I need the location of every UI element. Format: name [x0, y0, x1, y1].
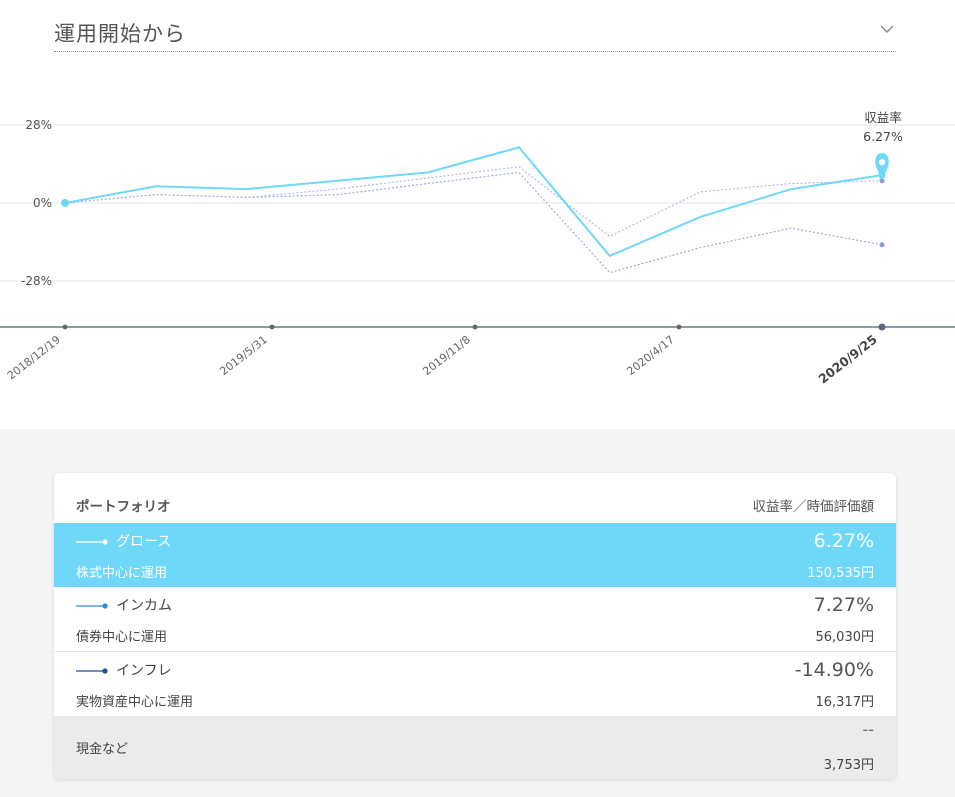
portfolio-name: インフレ — [116, 663, 172, 679]
series-line-income — [64, 166, 883, 238]
y-tick-label: 0% — [33, 196, 52, 210]
portfolio-row-income[interactable]: インカム 債券中心に運用 7.27% 56,030円 — [54, 587, 896, 651]
marker-value: 6.27% — [863, 129, 903, 144]
cash-label: 現金など — [76, 742, 129, 757]
x-tick-label: 2020/9/25 — [815, 332, 879, 387]
period-select[interactable]: 運用開始から — [54, 10, 896, 52]
portfolio-rate: 7.27% — [813, 594, 874, 616]
x-tick-dot — [472, 324, 478, 330]
x-tick-label: 2019/11/8 — [420, 333, 472, 378]
pin-hole — [878, 158, 886, 166]
y-tick-label: 28% — [25, 118, 52, 132]
x-tick-dot — [62, 324, 68, 330]
portfolio-desc: 債券中心に運用 — [76, 630, 168, 645]
portfolio-row-growth[interactable]: グロース 株式中心に運用 6.27% 150,535円 — [54, 523, 896, 587]
series-end-point — [879, 178, 885, 184]
y-tick-label: -28% — [21, 274, 52, 288]
chevron-down-icon[interactable] — [880, 24, 894, 34]
portfolio-amount: 150,535円 — [807, 566, 874, 581]
x-tick-dot — [269, 324, 275, 330]
x-tick-dot — [676, 324, 682, 330]
portfolio-name: グロース — [116, 534, 172, 550]
series-end-point — [879, 242, 885, 248]
portfolio-section: ポートフォリオ 収益率／時価評価額 グロース 株式中心に運用 6.27% 150… — [0, 429, 955, 797]
cash-amount: 3,753円 — [823, 758, 874, 773]
performance-chart: 28% 0% -28% 2018/12/19 2019/5/31 2019/11/8 202… — [0, 88, 955, 418]
portfolio-row-cash: 現金など -- 3,753円 — [54, 716, 896, 779]
marker-title: 収益率 — [864, 110, 902, 125]
portfolio-header: ポートフォリオ 収益率／時価評価額 — [54, 473, 896, 523]
portfolio-card: ポートフォリオ 収益率／時価評価額 グロース 株式中心に運用 6.27% 150… — [54, 473, 896, 779]
portfolio-row-inflation[interactable]: インフレ 実物資産中心に運用 -14.90% 16,317円 — [54, 651, 896, 715]
portfolio-desc: 実物資産中心に運用 — [76, 695, 194, 710]
cash-rate: -- — [862, 720, 874, 739]
x-tick-label: 2018/12/19 — [5, 333, 63, 382]
x-tick-label: 2019/5/31 — [217, 333, 269, 378]
portfolio-desc: 株式中心に運用 — [76, 566, 168, 581]
legend-line-icon — [76, 603, 108, 609]
period-label: 運用開始から — [54, 22, 186, 46]
portfolio-name: インカム — [116, 598, 172, 614]
chart-svg: 28% 0% -28% 2018/12/19 2019/5/31 2019/11/8 202… — [0, 110, 955, 387]
portfolio-rate: 6.27% — [813, 530, 874, 552]
rate-value-header: 収益率／時価評価額 — [752, 499, 875, 515]
portfolio-amount: 56,030円 — [815, 630, 875, 645]
series-start-point — [61, 199, 69, 207]
portfolio-amount: 16,317円 — [815, 695, 875, 710]
series-line-growth — [64, 146, 883, 258]
legend-line-icon — [76, 539, 108, 545]
portfolio-title: ポートフォリオ — [76, 499, 171, 515]
x-tick-dot — [878, 323, 886, 331]
portfolio-rate: -14.90% — [794, 659, 874, 681]
x-tick-label: 2020/4/17 — [624, 333, 676, 378]
legend-line-icon — [76, 668, 108, 674]
